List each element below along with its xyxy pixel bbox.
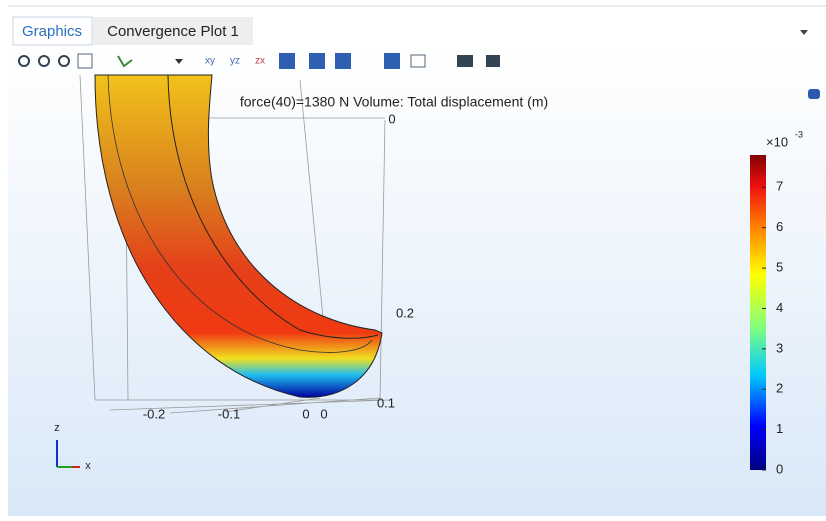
tab-label[interactable]: Convergence Plot 1: [107, 23, 239, 40]
colorbar: [750, 155, 766, 470]
axis-label: 0: [320, 406, 327, 421]
view-cube[interactable]: [808, 89, 820, 99]
print[interactable]: [486, 55, 500, 67]
axis-label: 0: [302, 406, 309, 421]
graphics-window: Graphics Convergence Plot 1 xy yz zx for…: [0, 0, 826, 516]
axis-label: 0: [388, 111, 395, 126]
legend-toggle[interactable]: [335, 53, 351, 69]
axis-label: -0.1: [218, 406, 240, 421]
plot-title: force(40)=1380 N Volume: Total displacem…: [240, 94, 548, 110]
colorbar-tick-label: 7: [776, 179, 783, 194]
axis-label: 0.1: [377, 395, 395, 410]
view-zx[interactable]: zx: [255, 56, 265, 67]
colorbar-tick-label: 5: [776, 260, 783, 275]
colorbar-tick-label: 6: [776, 219, 783, 234]
axis-toggle[interactable]: [309, 53, 325, 69]
colorbar-tick-label: 3: [776, 340, 783, 355]
light-toggle[interactable]: [384, 53, 400, 69]
colorbar-tick-label: 4: [776, 300, 783, 315]
view-xy[interactable]: xy: [205, 56, 215, 67]
colorbar-tick-label: 0: [776, 461, 783, 476]
axis-label: 0.2: [396, 305, 414, 320]
colorbar-multiplier: ×10: [766, 134, 788, 149]
axis-label: -0.2: [143, 406, 165, 421]
colorbar-tick-label: 1: [776, 421, 783, 436]
triad-label: x: [85, 460, 91, 472]
triad-label: z: [54, 422, 60, 434]
view-yz[interactable]: yz: [230, 56, 240, 67]
tab-label[interactable]: Graphics: [22, 23, 82, 40]
snapshot[interactable]: [457, 55, 473, 67]
grid-toggle[interactable]: [279, 53, 295, 69]
colorbar-tick-label: 2: [776, 381, 783, 396]
colorbar-exponent: -3: [795, 129, 803, 139]
